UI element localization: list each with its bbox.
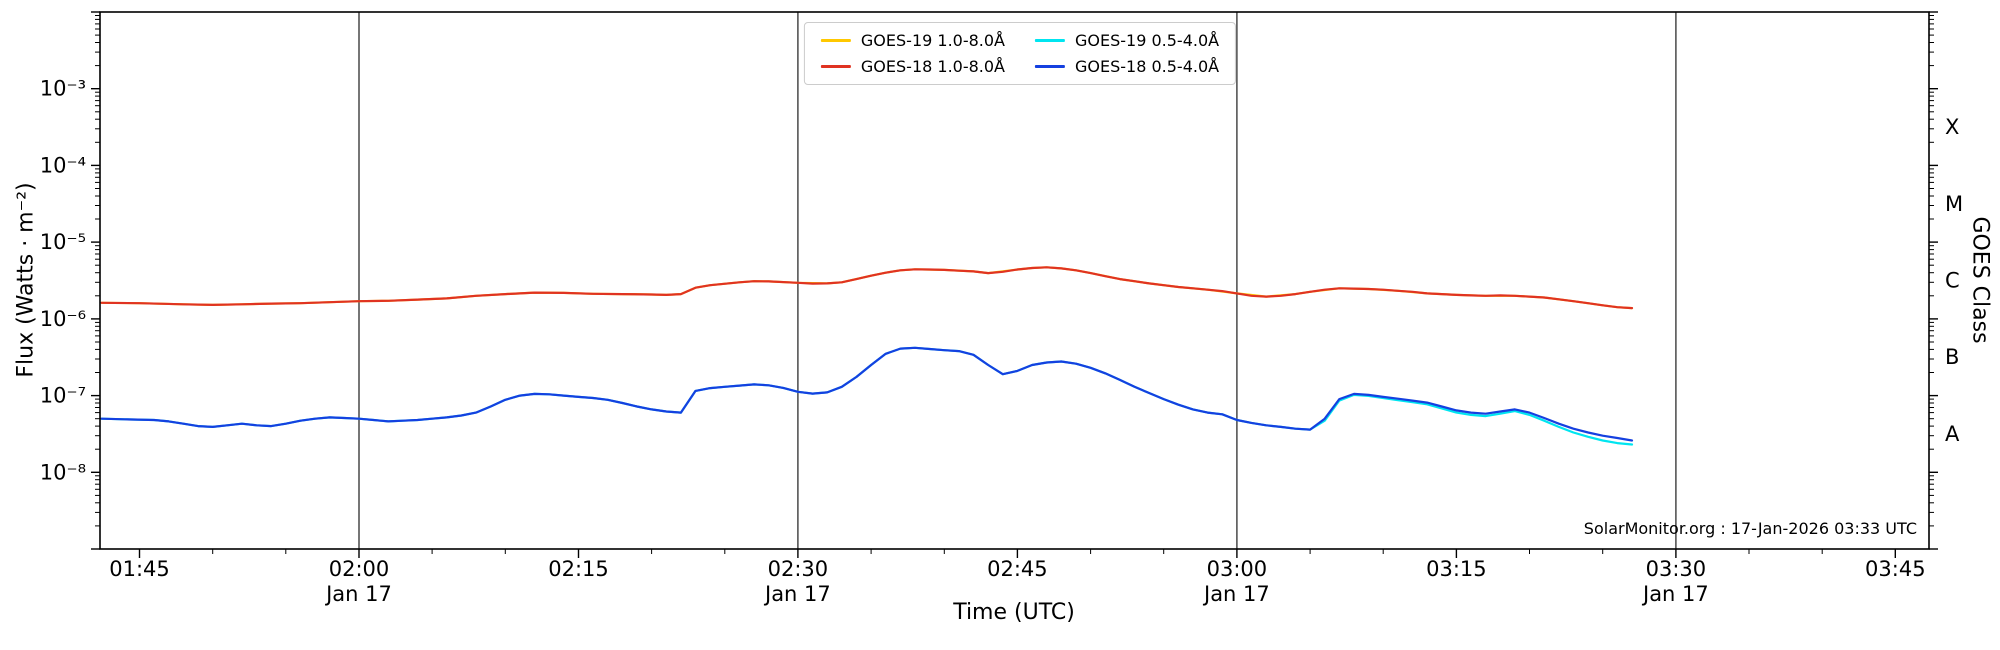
goes-class-letter: M <box>1945 192 1963 216</box>
legend-label: GOES-19 0.5-4.0Å <box>1075 31 1220 50</box>
goes-class-letter: C <box>1945 269 1960 293</box>
right-axis-label: GOES Class <box>1967 216 1993 344</box>
x-tick-label: 03:30 <box>1646 557 1707 581</box>
goes-class-letter: A <box>1945 422 1960 446</box>
y-tick-label: 10⁻⁷ <box>40 384 86 408</box>
legend-line-swatch <box>1035 65 1065 68</box>
legend-item-2: GOES-18 1.0-8.0Å <box>820 57 1005 76</box>
series-line-goes-18-0-5-4-0- <box>100 346 1634 442</box>
x-tick-label: 03:15 <box>1426 557 1487 581</box>
y-tick-label: 10⁻⁴ <box>40 153 86 177</box>
x-tick-label: 01:45 <box>109 557 170 581</box>
x-tick-date-sublabel: Jan 17 <box>1202 582 1270 606</box>
x-tick-label: 02:30 <box>768 557 829 581</box>
y-tick-label: 10⁻⁶ <box>40 307 86 331</box>
x-tick-label: 02:15 <box>548 557 609 581</box>
x-axis-label: Time (UTC) <box>953 600 1075 625</box>
goes-class-letter: X <box>1945 115 1959 139</box>
x-tick-date-sublabel: Jan 17 <box>324 582 392 606</box>
x-tick-label: 02:00 <box>329 557 390 581</box>
plot-border <box>99 11 1930 550</box>
legend-item-4: GOES-18 0.5-4.0Å <box>1035 57 1219 76</box>
y-tick-label: 10⁻⁵ <box>40 230 86 254</box>
legend-line-swatch <box>820 39 851 42</box>
legend-label: GOES-18 1.0-8.0Å <box>860 57 1005 76</box>
goes-class-letter: B <box>1945 345 1959 369</box>
y-tick-label: 10⁻³ <box>40 77 86 101</box>
y-tick-label: 10⁻⁸ <box>40 460 86 484</box>
x-tick-date-sublabel: Jan 17 <box>763 582 831 606</box>
x-tick-label: 03:00 <box>1207 557 1268 581</box>
x-tick-label: 02:45 <box>987 557 1048 581</box>
legend-item-3: GOES-19 0.5-4.0Å <box>1035 31 1219 50</box>
legend-item-1: GOES-19 1.0-8.0Å <box>820 31 1005 50</box>
legend-line-swatch <box>1035 39 1065 42</box>
legend-label: GOES-19 1.0-8.0Å <box>860 31 1005 50</box>
series-line-goes-18-1-0-8-0- <box>100 266 1634 310</box>
watermark-text: SolarMonitor.org : 17-Jan-2026 03:33 UTC <box>1583 519 1917 538</box>
series-line-goes-19-0-5-4-0- <box>100 346 1634 446</box>
legend-line-swatch <box>820 65 851 68</box>
x-tick-label: 03:45 <box>1865 557 1926 581</box>
legend-label: GOES-18 0.5-4.0Å <box>1075 57 1220 76</box>
y-axis-label: Flux (Watts · m⁻²) <box>13 182 39 378</box>
x-tick-date-sublabel: Jan 17 <box>1641 582 1709 606</box>
legend: GOES-19 1.0-8.0Å GOES-18 1.0-8.0Å GOES-19 … <box>803 22 1237 85</box>
